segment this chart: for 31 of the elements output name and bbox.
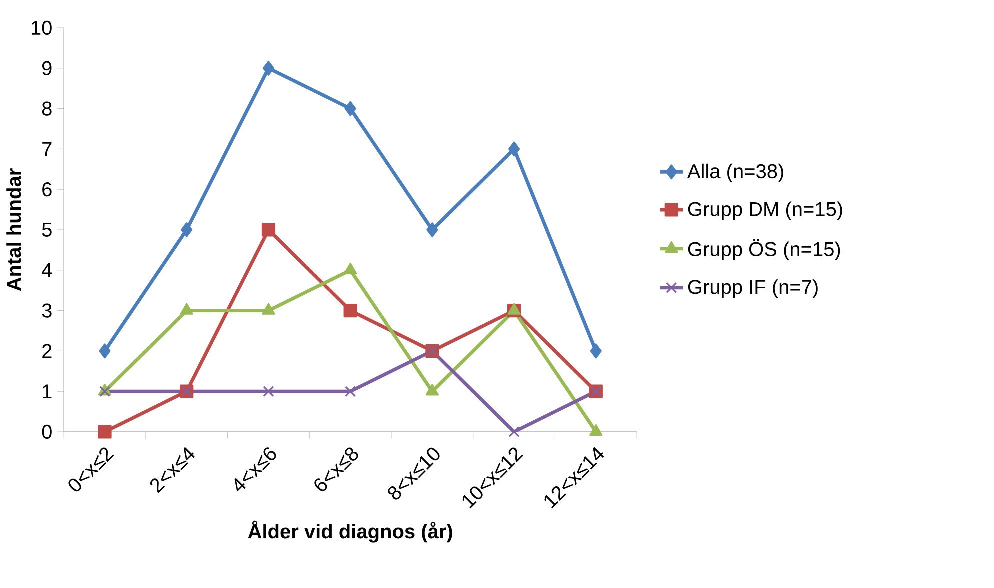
legend-label: Alla (n=38) [687, 164, 784, 183]
y-axis-title: Antal hundar [6, 168, 22, 292]
y-tick-label: 1 [43, 384, 52, 398]
x-axis-title: Ålder vid diagnos (år) [248, 520, 452, 543]
legend-label: Grupp IF (n=7) [688, 280, 818, 298]
point [508, 142, 520, 157]
point [344, 101, 356, 116]
point [508, 426, 520, 438]
point [426, 222, 438, 238]
y-tick-label: 9 [42, 61, 52, 76]
y-tick-label: 10 [32, 20, 52, 36]
point [181, 222, 193, 238]
point [98, 425, 112, 439]
point [263, 386, 274, 398]
point [99, 344, 111, 359]
y-tick-label: 3 [42, 304, 52, 318]
y-tick-label: 7 [42, 142, 52, 156]
y-tick-label: 2 [42, 344, 52, 358]
legend-label: Grupp ÖS (n=15) [688, 240, 840, 260]
legend-label: Grupp DM (n=15) [688, 202, 842, 220]
point [262, 60, 275, 76]
y-tick-label: 4 [42, 264, 52, 278]
y-tick-label: 6 [42, 182, 52, 197]
point [262, 223, 276, 237]
point [590, 424, 603, 436]
point [344, 304, 358, 318]
point [345, 386, 356, 398]
y-tick-label: 8 [42, 102, 52, 116]
y-tick-label: 5 [42, 223, 52, 237]
y-tick-label: 0 [42, 424, 52, 440]
point [590, 344, 602, 359]
